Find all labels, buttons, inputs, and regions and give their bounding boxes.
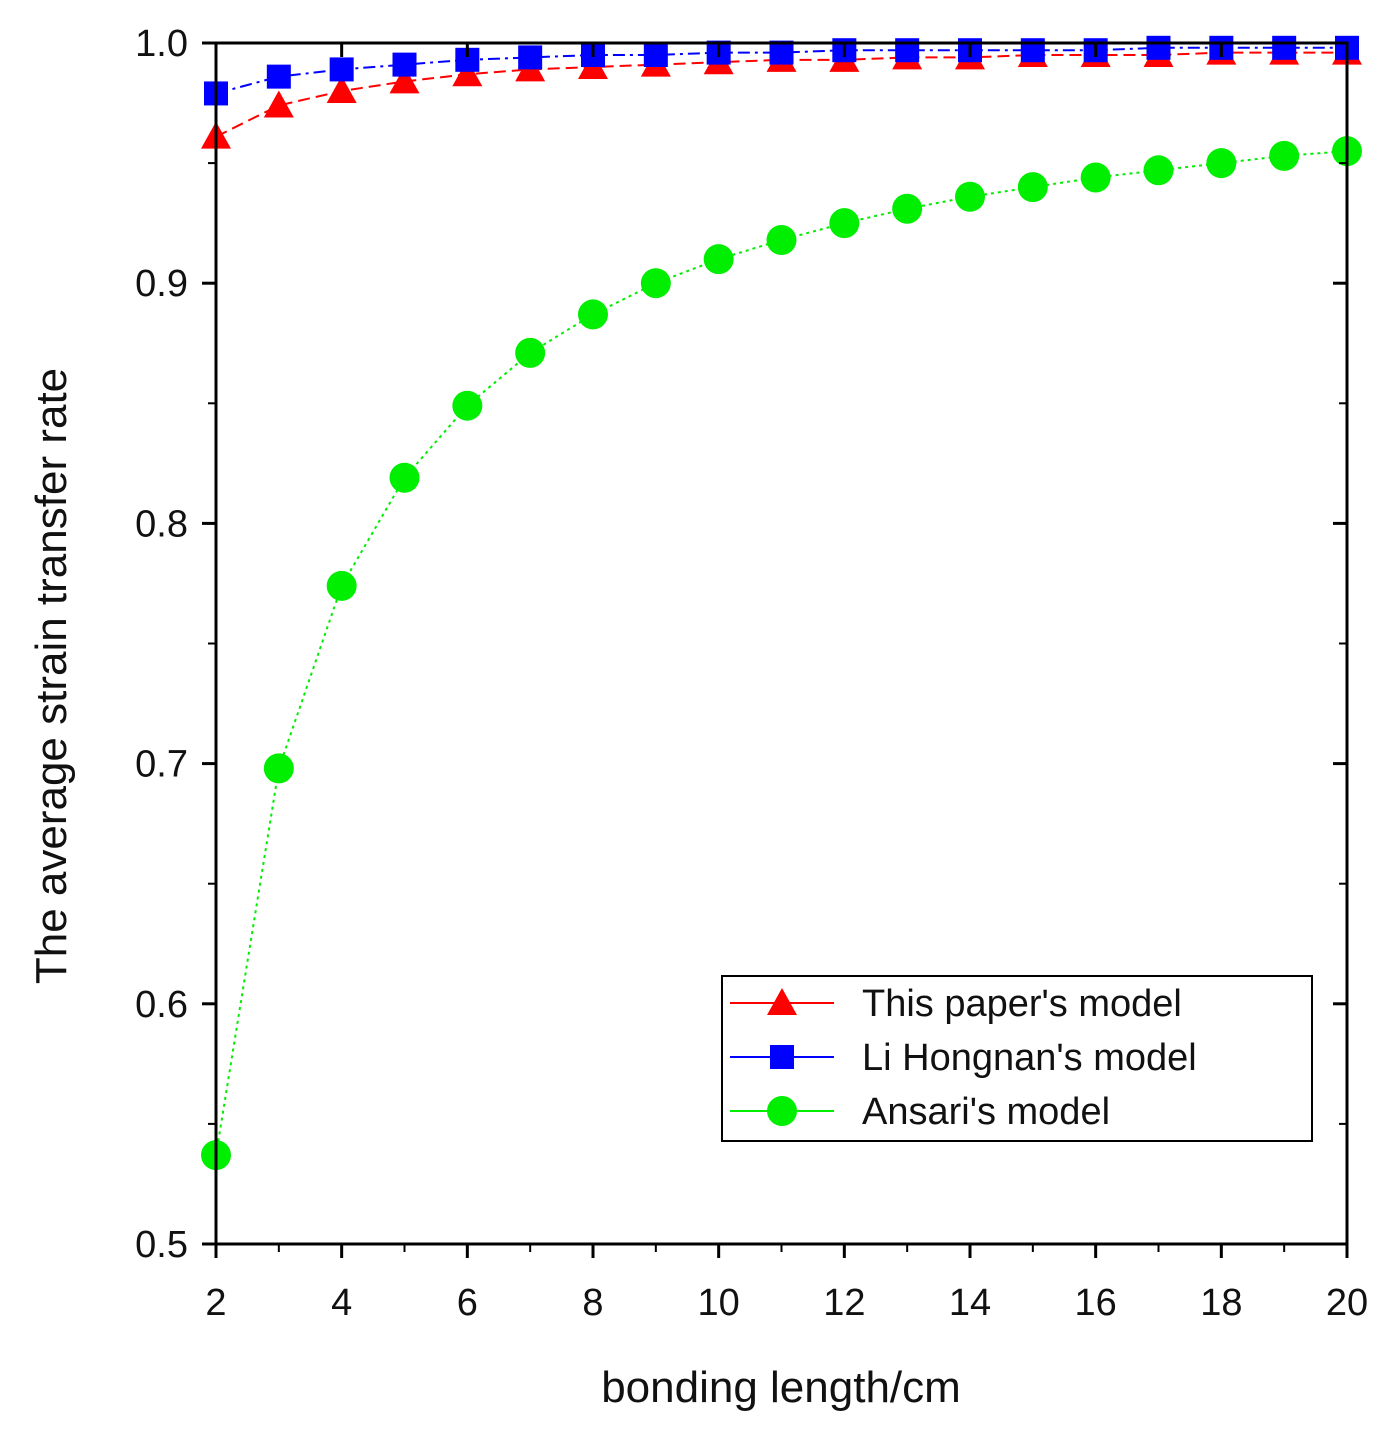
data-point [769,40,794,65]
data-point [1146,35,1171,60]
legend-marker [767,1096,797,1126]
x-tick-label: 14 [949,1282,991,1324]
y-tick-label: 1.0 [135,23,188,65]
plot-area [201,35,1362,1171]
data-point [766,224,797,255]
data-point [452,390,483,421]
x-tick-label: 10 [698,1282,740,1324]
data-point [263,90,294,118]
axes: 2 4 6 8 10 12 14 16 18 20 0.5 0.6 0.7 0.8 0.9 1.0 [135,23,1368,1324]
data-point [455,47,480,72]
legend: This paper's model Li Hongnan's model Ansa… [721,975,1313,1142]
legend-label: Li Hongnan's model [862,1037,1197,1079]
x-tick-label: 6 [457,1282,478,1324]
legend-entry-this-paper-s-model: This paper's model [730,983,1182,1025]
y-tick-label: 0.8 [135,503,188,545]
data-point [892,193,923,224]
x-tick-label: 2 [205,1282,226,1324]
data-point [326,76,357,104]
x-tick-label: 4 [331,1282,352,1324]
x-axis-title: bonding length/cm [601,1363,961,1412]
data-point [263,753,294,784]
x-tick-label: 20 [1326,1282,1368,1324]
data-point [1206,148,1237,179]
data-point [643,43,668,68]
data-point [1272,35,1297,60]
legend-label: Ansari's model [862,1091,1110,1133]
data-point [389,462,420,493]
data-point [1017,172,1048,203]
data-point [955,181,985,212]
x-tick-label: 12 [823,1282,865,1324]
data-point [389,66,420,94]
legend-marker [767,988,797,1015]
legend-entry-li-hongnan-s-model: Li Hongnan's model [730,1037,1197,1079]
data-point [1080,162,1111,193]
data-point [515,337,546,368]
data-point [703,244,734,275]
data-point [326,570,357,601]
y-tick-label: 0.5 [135,1224,188,1266]
x-tick-label: 8 [582,1282,603,1324]
legend-entry-ansari-s-model: Ansari's model [730,1091,1110,1133]
x-tick-label: 16 [1075,1282,1117,1324]
x-tick-label: 18 [1200,1282,1242,1324]
series-ansari-s-model [201,136,1362,1171]
data-point [1143,155,1174,186]
legend-label: This paper's model [862,983,1182,1025]
y-tick-label: 0.9 [135,263,188,305]
data-point [329,57,354,82]
legend-marker [770,1045,794,1069]
y-tick-label: 0.7 [135,744,188,786]
data-point [640,268,671,299]
data-point [266,64,291,89]
data-point [829,208,860,239]
y-axis-title: The average strain transfer rate [27,368,76,984]
data-point [1269,140,1300,171]
data-point [518,45,543,70]
data-point [392,52,417,77]
y-tick-label: 0.6 [135,984,188,1026]
data-point [452,59,483,87]
data-point [578,299,608,330]
